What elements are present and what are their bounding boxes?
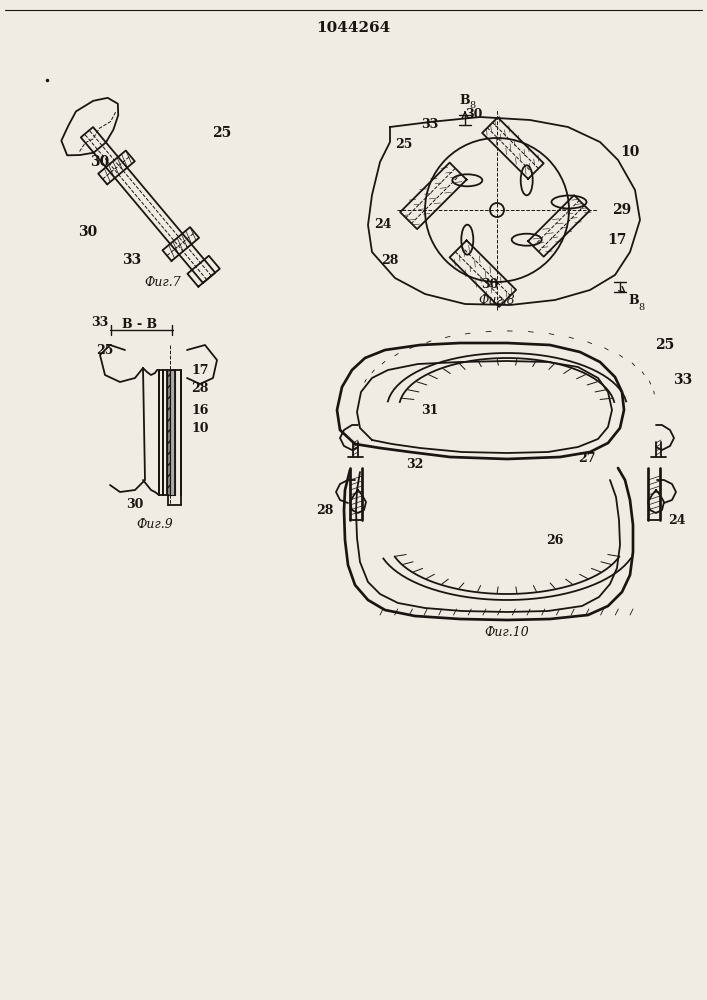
Text: 10: 10 xyxy=(620,145,640,159)
Text: 24: 24 xyxy=(374,219,392,232)
Text: 33: 33 xyxy=(91,316,109,328)
Text: 25: 25 xyxy=(212,126,232,140)
Text: 33: 33 xyxy=(673,373,693,387)
Text: 10: 10 xyxy=(192,422,209,434)
Text: 28: 28 xyxy=(192,381,209,394)
Text: 8: 8 xyxy=(469,102,475,110)
Text: 30: 30 xyxy=(127,498,144,512)
Text: 1044264: 1044264 xyxy=(316,21,390,35)
Bar xyxy=(170,370,175,495)
Text: 17: 17 xyxy=(607,233,626,247)
Text: B: B xyxy=(460,94,470,106)
Text: 28: 28 xyxy=(381,253,399,266)
Bar xyxy=(167,370,170,495)
Text: 16: 16 xyxy=(192,403,209,416)
Text: 25: 25 xyxy=(395,138,413,151)
Text: 8: 8 xyxy=(638,302,644,312)
Text: Фиг.9: Фиг.9 xyxy=(136,518,173,530)
Text: 17: 17 xyxy=(192,363,209,376)
Text: 26: 26 xyxy=(547,534,563,546)
Text: 31: 31 xyxy=(421,403,438,416)
Text: Фиг.7: Фиг.7 xyxy=(145,275,182,288)
Text: 27: 27 xyxy=(578,452,596,464)
Text: 30: 30 xyxy=(465,107,483,120)
Text: 33: 33 xyxy=(421,117,438,130)
Text: B: B xyxy=(629,294,639,308)
Text: 29: 29 xyxy=(612,203,631,217)
Text: 24: 24 xyxy=(668,514,686,526)
Text: B - B: B - B xyxy=(122,318,158,332)
Text: 30: 30 xyxy=(90,155,110,169)
Text: 30: 30 xyxy=(78,225,98,239)
Text: 33: 33 xyxy=(122,253,141,267)
Text: 25: 25 xyxy=(655,338,674,352)
Text: 25: 25 xyxy=(96,344,114,357)
Text: 32: 32 xyxy=(407,458,423,472)
Text: Фиг.10: Фиг.10 xyxy=(484,626,530,640)
Text: 28: 28 xyxy=(316,504,334,516)
Text: 30: 30 xyxy=(481,278,498,292)
Text: Фиг.8: Фиг.8 xyxy=(479,294,515,306)
